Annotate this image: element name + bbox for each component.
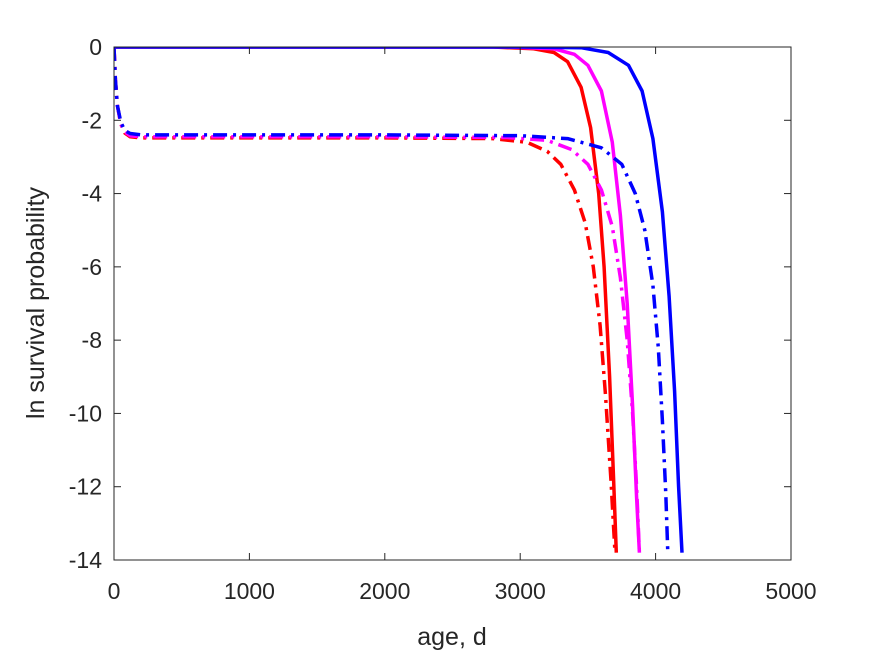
y-tick-label: -10 xyxy=(69,400,102,426)
x-axis-label: age, d xyxy=(417,623,487,651)
x-tick-label: 2000 xyxy=(359,578,410,604)
series-line-6 xyxy=(114,47,670,553)
y-tick-label: 0 xyxy=(89,34,102,60)
x-tick-label: 4000 xyxy=(630,578,681,604)
x-tick-label: 0 xyxy=(108,578,121,604)
x-tick-label: 1000 xyxy=(224,578,275,604)
series-line-3 xyxy=(114,47,684,553)
series-line-1 xyxy=(114,47,619,553)
y-axis-label: ln survival probability xyxy=(22,186,50,419)
x-tick-label: 3000 xyxy=(495,578,546,604)
y-tick-label: -14 xyxy=(69,547,102,573)
x-tick-label: 5000 xyxy=(765,578,816,604)
plot-area xyxy=(114,47,791,560)
series-layer xyxy=(114,47,684,553)
y-tick-label: -2 xyxy=(82,107,102,133)
y-tick-label: -12 xyxy=(69,474,102,500)
axes-box xyxy=(113,46,792,561)
y-tick-label: -6 xyxy=(82,254,102,280)
y-tick-label: -4 xyxy=(82,181,103,207)
tick-layer: 0 1000 2000 3000 4000 5000 0 -2 -4 -6 -8 -10 -12 -14 xyxy=(69,34,817,604)
y-tick-label: -8 xyxy=(82,327,102,353)
